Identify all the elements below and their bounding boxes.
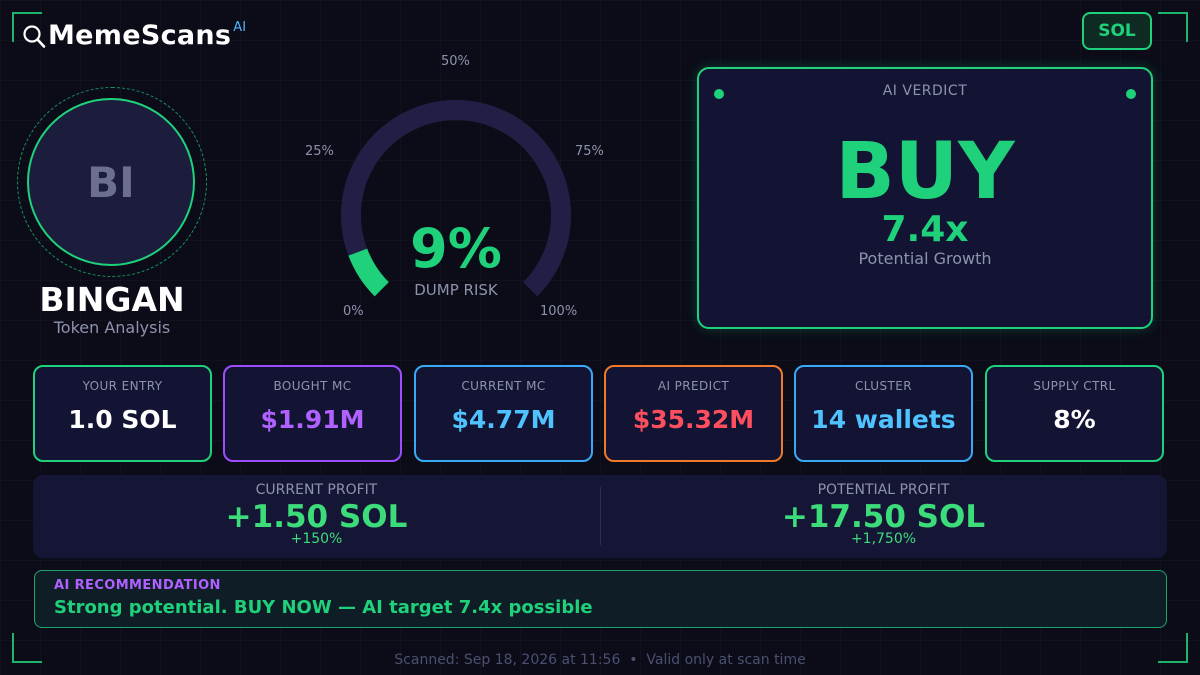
stat-card-ai-predict: AI PREDICT $35.32M	[604, 365, 783, 462]
token-avatar-ring	[17, 87, 207, 277]
dump-risk-value: 9%	[410, 217, 502, 280]
gauge-tick-75: 75%	[575, 144, 604, 159]
potential-profit-pct: +1,750%	[850, 531, 917, 547]
stat-label: AI PREDICT	[657, 379, 730, 393]
gauge-fill	[348, 248, 390, 297]
potential-profit-value: +17.50 SOL	[781, 499, 986, 535]
recommendation-text: Strong potential. BUY NOW — AI target 7.…	[54, 597, 593, 618]
gauge-tick-50: 50%	[441, 54, 470, 69]
stat-label: YOUR ENTRY	[82, 379, 163, 393]
ai-recommendation: AI RECOMMENDATION Strong potential. BUY …	[34, 570, 1167, 628]
brand-ai-suffix: AI	[233, 20, 247, 35]
status-dot	[714, 89, 724, 99]
stat-value: 1.0 SOL	[68, 405, 177, 434]
gauge-tick-0: 0%	[343, 304, 364, 319]
token-subtitle: Token Analysis	[53, 318, 171, 337]
profit-panel: CURRENT PROFIT +1.50 SOL +150% POTENTIAL…	[33, 475, 1167, 558]
corner-bracket	[12, 12, 42, 42]
current-profit-value: +1.50 SOL	[225, 499, 408, 535]
corner-bracket	[1158, 633, 1188, 663]
current-profit-label: CURRENT PROFIT	[255, 482, 378, 498]
potential-profit-label: POTENTIAL PROFIT	[817, 482, 950, 498]
stat-value: $4.77M	[451, 405, 556, 434]
stat-label: CLUSTER	[855, 379, 912, 393]
stat-label: SUPPLY CTRL	[1033, 379, 1116, 393]
stat-value: $1.91M	[260, 405, 365, 434]
chain-badge: SOL	[1082, 12, 1152, 50]
verdict-multiplier: 7.4x	[881, 209, 969, 250]
stats-row: YOUR ENTRY 1.0 SOL BOUGHT MC $1.91M CURR…	[33, 365, 1164, 462]
brand-logo: MemeScans AI	[22, 20, 246, 51]
scan-footer: Scanned: Sep 18, 2026 at 11:56 • Valid o…	[394, 652, 806, 668]
magnifier-icon	[23, 25, 46, 48]
recommendation-label: AI RECOMMENDATION	[54, 578, 221, 593]
stat-value: $35.32M	[632, 405, 755, 434]
ai-verdict-card: AI VERDICT BUY 7.4x Potential Growth	[697, 67, 1153, 329]
brand-name: MemeScans	[48, 20, 232, 51]
verdict-subtitle: Potential Growth	[858, 249, 992, 268]
dump-risk-label: DUMP RISK	[414, 281, 498, 299]
stat-card-bought-mc: BOUGHT MC $1.91M	[223, 365, 402, 462]
verdict-label: AI VERDICT	[882, 83, 968, 99]
verdict-value: BUY	[835, 127, 1015, 217]
token-name: BINGAN	[39, 280, 185, 319]
status-dot	[1126, 89, 1136, 99]
gauge-tick-25: 25%	[305, 144, 334, 159]
corner-bracket	[12, 633, 42, 663]
stat-card-current-mc: CURRENT MC $4.77M	[414, 365, 593, 462]
stat-label: BOUGHT MC	[273, 379, 352, 393]
gauge-tick-100: 100%	[540, 304, 578, 319]
token-avatar: BI	[27, 98, 195, 266]
potential-profit: POTENTIAL PROFIT +17.50 SOL +1,750%	[600, 475, 1167, 558]
stat-label: CURRENT MC	[461, 379, 546, 393]
stat-card-entry: YOUR ENTRY 1.0 SOL	[33, 365, 212, 462]
stat-card-cluster: CLUSTER 14 wallets	[794, 365, 973, 462]
current-profit-pct: +150%	[290, 531, 343, 547]
current-profit: CURRENT PROFIT +1.50 SOL +150%	[33, 475, 600, 558]
dump-risk-gauge: 0% 25% 50% 75% 100% 9% DUMP RISK	[296, 50, 616, 330]
stat-value: 14 wallets	[811, 405, 956, 434]
stat-card-supply-ctrl: SUPPLY CTRL 8%	[985, 365, 1164, 462]
stat-value: 8%	[1053, 405, 1096, 434]
profit-divider	[600, 487, 601, 545]
gauge-track	[341, 100, 571, 297]
corner-bracket	[1158, 12, 1188, 42]
gauge-arc	[341, 100, 571, 297]
